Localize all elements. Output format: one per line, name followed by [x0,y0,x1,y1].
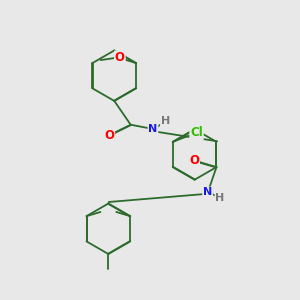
Text: O: O [115,51,125,64]
Text: H: H [215,193,225,203]
Text: N: N [203,188,212,197]
Text: H: H [161,116,170,126]
Text: Cl: Cl [190,126,203,140]
Text: O: O [104,129,114,142]
Text: N: N [148,124,158,134]
Text: O: O [189,154,199,167]
